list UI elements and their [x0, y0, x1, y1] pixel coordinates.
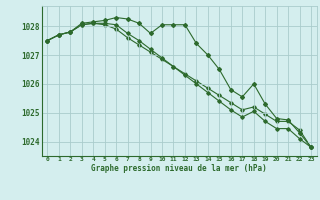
X-axis label: Graphe pression niveau de la mer (hPa): Graphe pression niveau de la mer (hPa) — [91, 164, 267, 173]
